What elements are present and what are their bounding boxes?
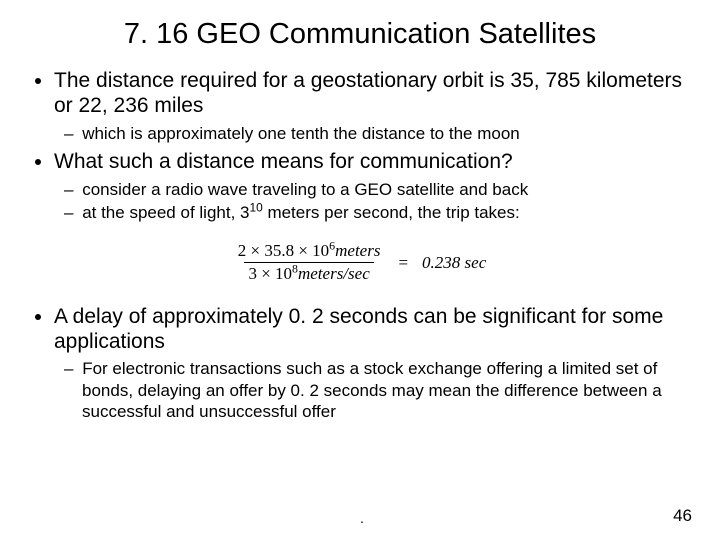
num-coeff: 2 × 35.8 × 10 bbox=[238, 241, 329, 260]
bullet-1-text: The distance required for a geostationar… bbox=[54, 69, 682, 117]
den-coeff: 3 × 10 bbox=[248, 264, 292, 283]
b2s2-exp: 10 bbox=[249, 200, 262, 214]
slide: 7. 16 GEO Communication Satellites The d… bbox=[0, 0, 720, 540]
equation-equals: = bbox=[398, 253, 408, 273]
equation-fraction: 2 × 35.8 × 106meters 3 × 108meters/sec bbox=[234, 241, 385, 285]
num-unit: meters bbox=[335, 241, 380, 260]
b2s2-part-a: at the speed of light, 3 bbox=[82, 203, 249, 222]
bullet-1: The distance required for a geostationar… bbox=[54, 69, 690, 144]
bullet-3: A delay of approximately 0. 2 seconds ca… bbox=[54, 305, 690, 422]
bullet-3-text: A delay of approximately 0. 2 seconds ca… bbox=[54, 305, 663, 353]
bullet-2-text: What such a distance means for communica… bbox=[54, 150, 513, 173]
equation-numerator: 2 × 35.8 × 106meters bbox=[234, 241, 385, 262]
main-list-continued: A delay of approximately 0. 2 seconds ca… bbox=[30, 305, 690, 422]
equation-denominator: 3 × 108meters/sec bbox=[244, 262, 373, 284]
den-unit: meters/sec bbox=[298, 264, 370, 283]
bullet-2-sublist: consider a radio wave traveling to a GEO… bbox=[54, 179, 690, 224]
footer-dot: . bbox=[360, 510, 364, 526]
bullet-1-sublist: which is approximately one tenth the dis… bbox=[54, 123, 690, 144]
bullet-2-sub-1: consider a radio wave traveling to a GEO… bbox=[82, 179, 690, 200]
equation: 2 × 35.8 × 106meters 3 × 108meters/sec =… bbox=[30, 241, 690, 285]
bullet-3-sublist: For electronic transactions such as a st… bbox=[54, 358, 690, 422]
b2s2-part-c: meters per second, the trip takes: bbox=[263, 203, 520, 222]
equation-result: 0.238 sec bbox=[422, 253, 486, 273]
main-list: The distance required for a geostationar… bbox=[30, 69, 690, 223]
slide-title: 7. 16 GEO Communication Satellites bbox=[30, 18, 690, 51]
bullet-2: What such a distance means for communica… bbox=[54, 150, 690, 223]
bullet-1-sub-1: which is approximately one tenth the dis… bbox=[82, 123, 690, 144]
page-number: 46 bbox=[673, 506, 692, 526]
bullet-3-sub-1: For electronic transactions such as a st… bbox=[82, 358, 690, 422]
bullet-2-sub-2: at the speed of light, 310 meters per se… bbox=[82, 202, 690, 223]
